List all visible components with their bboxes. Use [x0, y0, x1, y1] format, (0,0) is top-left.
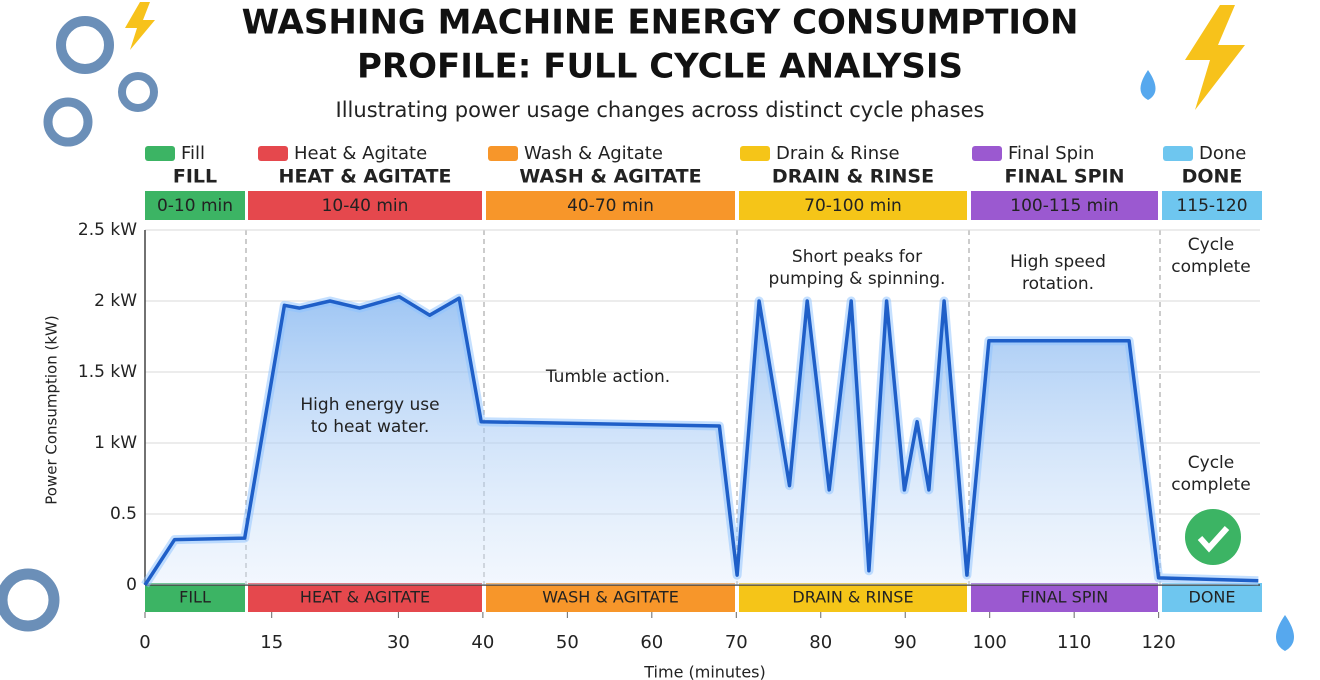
annotation: Cycle complete [1171, 235, 1250, 277]
phase-name: DRAIN & RINSE [772, 166, 934, 188]
annotation-line: Tumble action. [545, 367, 670, 387]
annotation-line: complete [1171, 257, 1250, 277]
x-tick-label: 80 [809, 632, 832, 653]
y-tick-label: 1 kW [94, 433, 137, 453]
legend-label: Done [1199, 143, 1246, 164]
phase-range: 70-100 min [804, 196, 902, 216]
phase-range-box [739, 191, 967, 220]
x-tick-label: 0 [139, 632, 150, 653]
phase-band-label: FINAL SPIN [1021, 588, 1108, 607]
gear-icon [56, 16, 114, 74]
phase-range: 115-120 [1176, 196, 1247, 216]
phase-name: DONE [1182, 166, 1243, 188]
title: WASHING MACHINE ENERGY CONSUMPTION [242, 3, 1079, 43]
gear-icon [43, 97, 93, 147]
annotation: High speed rotation. [1010, 252, 1106, 294]
annotation: High energy use to heat water. [300, 395, 439, 437]
annotation-line: Cycle [1188, 453, 1234, 473]
bolt-icon [1185, 5, 1245, 110]
legend-swatch [258, 146, 288, 161]
annotation-line: High speed [1010, 252, 1106, 272]
phase-range-box [1162, 191, 1262, 220]
phase-band [739, 583, 967, 612]
subtitle: Illustrating power usage changes across … [336, 98, 985, 122]
annotation-line: complete [1171, 475, 1250, 495]
annotation-line: Cycle [1188, 235, 1234, 255]
phase-band [145, 583, 245, 612]
phase-band-label: DRAIN & RINSE [792, 588, 913, 607]
annotation-line: pumping & spinning. [769, 269, 946, 289]
legend-label: Wash & Agitate [524, 143, 663, 164]
phase-band [486, 583, 735, 612]
legend-swatch [145, 146, 175, 161]
phase-range: 0-10 min [157, 196, 233, 216]
x-tick-label: 120 [1141, 632, 1175, 653]
phase-name: WASH & AGITATE [519, 166, 701, 188]
x-tick-label: 60 [640, 632, 663, 653]
legend-swatch [488, 146, 518, 161]
x-tick-label: 40 [471, 632, 494, 653]
gear-icon [0, 568, 60, 632]
phase-band-label: WASH & AGITATE [542, 588, 679, 607]
y-axis-label: Power Consumption (kW) [43, 315, 61, 504]
y-tick-label: 0 [126, 575, 137, 595]
phase-range: 10-40 min [322, 196, 409, 216]
annotation-line: Short peaks for [792, 247, 922, 267]
annotation: Short peaks for pumping & spinning. [769, 247, 946, 289]
annotation: Cycle complete [1171, 453, 1250, 495]
y-tick-label: 0.5 [110, 504, 137, 524]
phase-name: HEAT & AGITATE [279, 166, 452, 188]
bolt-icon [125, 2, 155, 50]
legend-swatch [740, 146, 770, 161]
phase-name: FILL [173, 166, 217, 188]
gear-icon [118, 72, 158, 112]
phase-range: 100-115 min [1010, 196, 1119, 216]
legend-label: Drain & Rinse [776, 143, 900, 164]
phase-name: FINAL SPIN [1005, 166, 1125, 188]
annotation-line: to heat water. [311, 417, 429, 437]
phase-band [1162, 583, 1262, 612]
legend-label: Heat & Agitate [294, 143, 427, 164]
legend-swatch [1163, 146, 1193, 161]
x-tick-label: 110 [1057, 632, 1091, 653]
phase-range-box [971, 191, 1158, 220]
x-axis-label: Time (minutes) [643, 663, 766, 680]
decorations [0, 2, 1294, 651]
y-tick-label: 2 kW [94, 291, 137, 311]
x-tick-label: 90 [894, 632, 917, 653]
check-icon [1185, 509, 1241, 565]
annotation: Tumble action. [545, 367, 670, 387]
x-tick-label: 50 [556, 632, 579, 653]
x-tick-label: 100 [973, 632, 1007, 653]
drop-icon [1140, 70, 1156, 100]
legend-label: Final Spin [1008, 143, 1094, 164]
x-tick-label: 30 [387, 632, 410, 653]
x-tick-label: 70 [725, 632, 748, 653]
area [145, 296, 1259, 585]
title: PROFILE: FULL CYCLE ANALYSIS [357, 47, 963, 87]
phase-range: 40-70 min [567, 196, 654, 216]
phase-band-label: FILL [179, 588, 211, 607]
phase-range-box [145, 191, 245, 220]
x-tick-label: 15 [260, 632, 283, 653]
phase-range-box [248, 191, 482, 220]
legend-swatch [972, 146, 1002, 161]
phase-band [971, 583, 1158, 612]
legend-label: Fill [181, 143, 205, 164]
y-tick-label: 1.5 kW [78, 362, 137, 382]
drop-icon [1276, 615, 1294, 651]
phase-band-label: DONE [1189, 588, 1236, 607]
annotation-line: rotation. [1022, 274, 1094, 294]
line [143, 294, 1259, 586]
phase-range-box [486, 191, 735, 220]
check-mark [1197, 525, 1230, 553]
annotation-line: High energy use [300, 395, 439, 415]
y-tick-label: 2.5 kW [78, 220, 137, 240]
phase-band [248, 583, 482, 612]
phase-band-label: HEAT & AGITATE [300, 588, 430, 607]
